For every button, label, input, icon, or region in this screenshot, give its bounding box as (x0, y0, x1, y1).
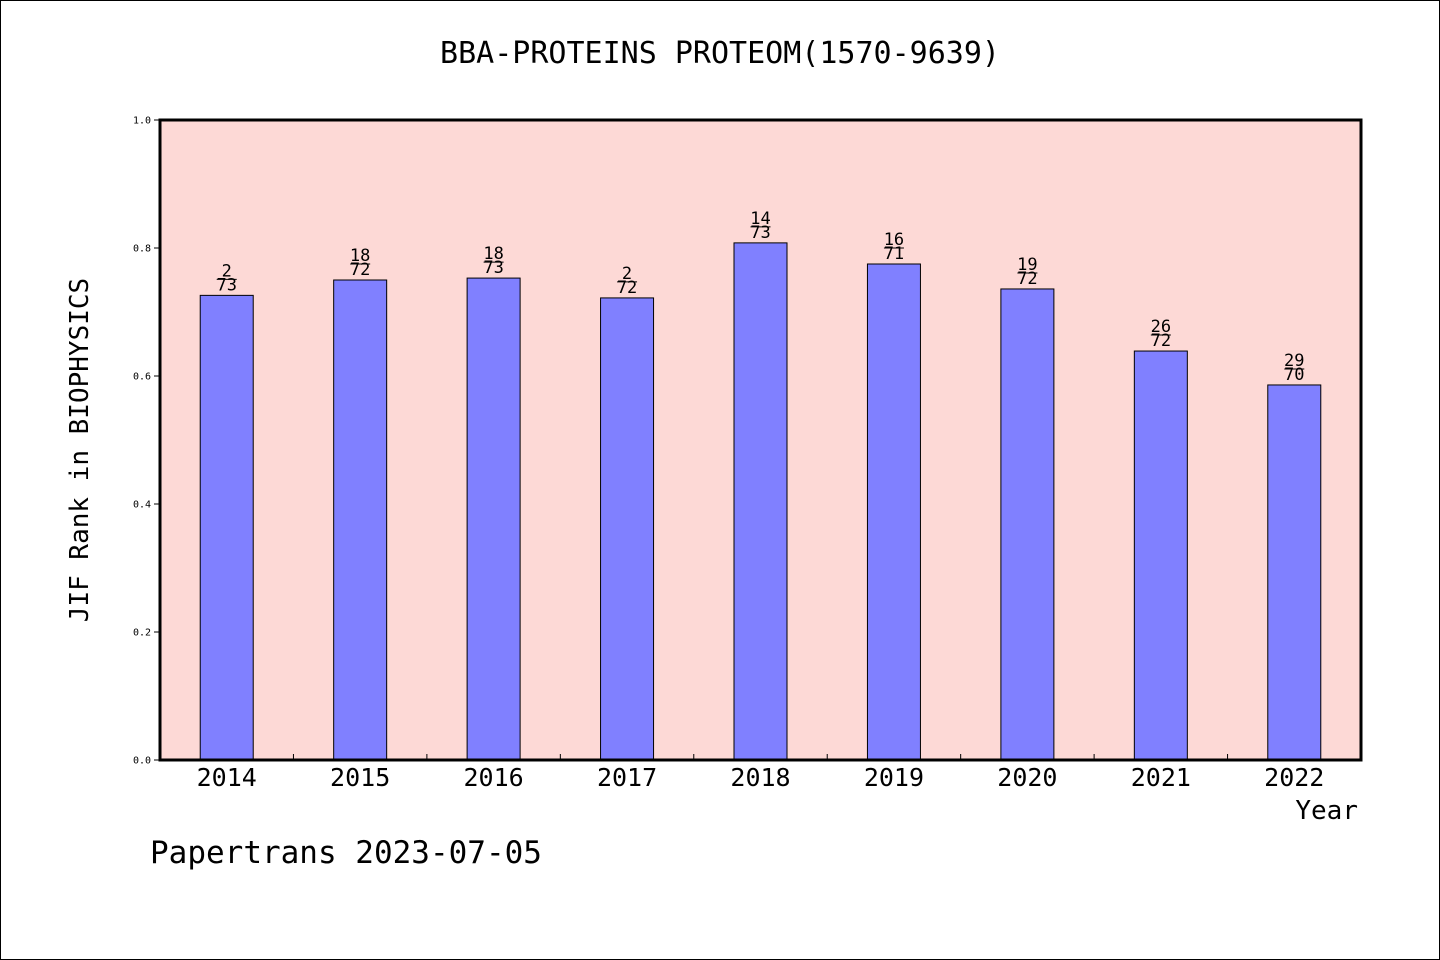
footer-credit: Papertrans 2023-07-05 (150, 835, 542, 871)
y-tick-label: 0.2 (133, 628, 151, 639)
y-tick-label: 0.6 (133, 372, 151, 383)
bar-2018 (733, 242, 788, 761)
bar-label-denominator: 73 (483, 258, 503, 278)
bar-label-denominator: 72 (617, 278, 637, 298)
bar-label-denominator: 73 (750, 223, 770, 243)
x-tick-label: 2022 (1264, 763, 1324, 792)
bar-2016 (466, 277, 521, 761)
x-tick-label: 2017 (597, 763, 657, 792)
x-tick-label: 2016 (464, 763, 524, 792)
bar-2015 (333, 279, 388, 761)
bar-label-denominator: 73 (216, 275, 236, 295)
y-tick-label: 1.0 (133, 116, 151, 127)
x-tick-label: 2019 (864, 763, 924, 792)
x-tick-label: 2020 (997, 763, 1057, 792)
bar-label-numerator: 29 (1284, 351, 1304, 371)
bar-2017 (600, 297, 655, 761)
bar-label-denominator: 72 (1151, 331, 1171, 351)
bar-label-numerator: 2 (622, 264, 632, 284)
bar-label-denominator: 72 (1017, 269, 1037, 289)
bar-2014 (199, 294, 254, 761)
bar-label-numerator: 26 (1151, 317, 1171, 337)
chart-title: BBA-PROTEINS PROTEOM(1570-9639) (440, 36, 1000, 71)
x-tick-label: 2021 (1131, 763, 1191, 792)
bar-2021 (1133, 350, 1188, 761)
plot-border (158, 118, 1363, 762)
y-tick-label: 0.0 (133, 756, 151, 767)
bar-label-denominator: 71 (884, 244, 904, 264)
x-tick-label: 2014 (197, 763, 257, 792)
bar-label-denominator: 72 (350, 260, 370, 280)
bar-label-numerator: 19 (1017, 255, 1037, 275)
y-tick-label: 0.8 (133, 244, 151, 255)
bar-label-numerator: 18 (483, 244, 503, 264)
bar-2022 (1267, 384, 1322, 761)
x-axis-label: Year (1295, 796, 1358, 826)
y-tick-label: 0.4 (133, 500, 151, 511)
bar-label-numerator: 18 (350, 246, 370, 266)
bar-label-numerator: 14 (750, 209, 770, 229)
bar-label-denominator: 70 (1284, 365, 1304, 385)
bar-2020 (1000, 288, 1055, 761)
x-tick-label: 2015 (330, 763, 390, 792)
bar-2019 (866, 263, 921, 761)
bar-label-numerator: 16 (884, 230, 904, 250)
bar-label-numerator: 2 (222, 261, 232, 281)
x-tick-label: 2018 (730, 763, 790, 792)
